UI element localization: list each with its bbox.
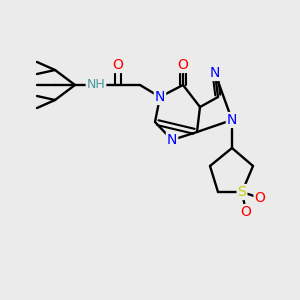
Text: O: O [255, 191, 266, 205]
Text: N: N [227, 113, 237, 127]
Text: O: O [178, 58, 188, 72]
Text: N: N [167, 133, 177, 147]
Text: N: N [155, 90, 165, 104]
Text: O: O [241, 205, 251, 219]
Text: O: O [112, 58, 123, 72]
Text: N: N [210, 66, 220, 80]
Text: NH: NH [87, 79, 105, 92]
Text: S: S [238, 185, 246, 199]
